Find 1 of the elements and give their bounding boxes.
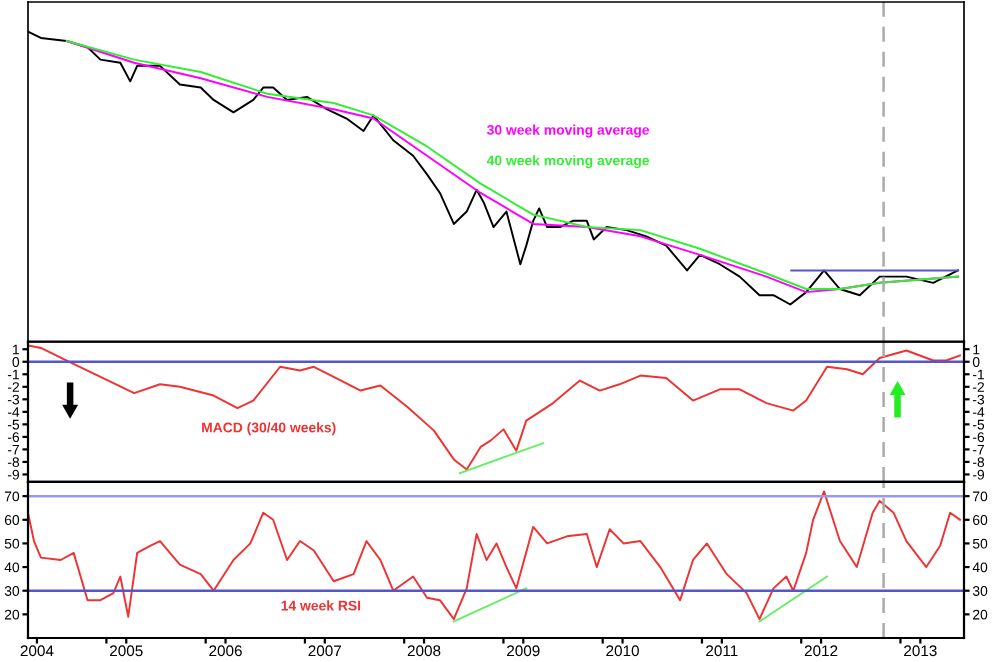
line-series [28, 490, 961, 621]
